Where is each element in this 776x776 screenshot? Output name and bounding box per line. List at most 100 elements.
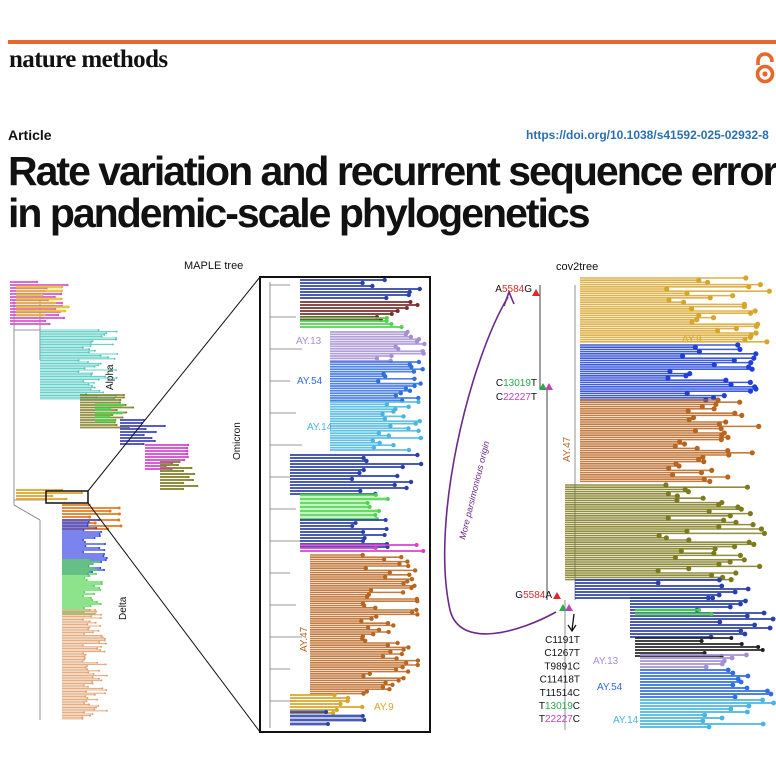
- overview-alpha-clade-tip: [77, 359, 80, 362]
- overview-alpha-clade-tip: [111, 343, 114, 346]
- zoom-ay14-tip: [370, 438, 376, 443]
- mutation-list-item-part: C: [544, 648, 551, 659]
- cov-olive-tip: [685, 489, 691, 495]
- overview-alpha-root-yellow-tip: [53, 301, 57, 305]
- cov-ay47-tip: [709, 467, 715, 473]
- cov-ay9-tip: [664, 286, 670, 292]
- zoom-ay13-tip: [421, 351, 426, 356]
- cov-blue-tip: [728, 382, 734, 388]
- overview-alpha-clade-tip: [115, 330, 118, 333]
- zoom-ay47-tip: [363, 566, 369, 571]
- overview-delta-top-tip: [117, 512, 121, 516]
- doi-link[interactable]: https://doi.org/10.1038/s41592-025-02932…: [526, 128, 769, 142]
- cov-olive-tip: [711, 550, 717, 556]
- overview-clade-e-tip: [196, 485, 199, 487]
- overview-alpha-clade-tip: [89, 345, 92, 347]
- zoom-ay54-tip: [409, 364, 414, 369]
- overview-alpha-clade-tip: [113, 357, 116, 360]
- zoom-ay47-tip: [393, 667, 399, 672]
- zoom-lower-navy-tip: [384, 527, 389, 531]
- overview-delta-orange-tip: [100, 679, 103, 682]
- zoom-ay47-tip: [388, 649, 393, 654]
- marker-5584-top: [532, 289, 540, 296]
- zoom-ay47-tip: [365, 625, 371, 630]
- overview-delta-green-tip: [92, 567, 95, 569]
- zoom-ay54-tip: [407, 388, 413, 393]
- origin-arrow-head: [503, 289, 515, 307]
- mutation-list-item: T22227C: [539, 714, 580, 725]
- overview-delta-green-tip: [86, 565, 89, 567]
- cov-ay47-tip: [666, 465, 672, 471]
- overview-clade-b-tip: [121, 404, 124, 406]
- cov-ay54-tip: [730, 682, 736, 688]
- mutation-list-item-part: T: [539, 714, 545, 725]
- zoom-ay47-tip: [406, 645, 411, 650]
- overview-delta-blue-tip: [87, 521, 90, 523]
- overview-delta-orange-tip: [86, 668, 89, 671]
- overview-delta-orange-tip: [99, 613, 102, 616]
- zoom-source-box: [45, 490, 89, 504]
- zoom-ay47-tip: [403, 660, 409, 665]
- overview-delta-blue-tip: [98, 535, 101, 537]
- cov-ay13-tip: [719, 661, 725, 667]
- zoom-ay47-tip: [409, 610, 415, 615]
- cov-black-tip: [760, 648, 765, 652]
- overview-alpha-clade-tip: [107, 356, 110, 359]
- overview-delta-orange-tip: [105, 709, 108, 712]
- zoom-ay14-tip: [391, 443, 396, 448]
- zoom-ay47-tip: [399, 651, 405, 657]
- mutation-list-item-part: C: [573, 661, 580, 672]
- cov-olive-tip: [700, 495, 706, 501]
- mutation-list-item-part: C: [540, 675, 547, 686]
- overview-alpha-root-yellow-tip: [60, 297, 63, 301]
- cov-olive-tip: [684, 528, 690, 534]
- zoom-ay47-tip: [371, 632, 376, 637]
- overview-delta-green-tip: [87, 559, 90, 561]
- cov-black-tip: [729, 636, 734, 640]
- mutation-list-item: C1191T: [545, 635, 580, 646]
- zoom-ay47-tip: [383, 574, 388, 580]
- overview-delta-blue-tip: [105, 557, 108, 559]
- zoom-mid-navy-tip: [404, 485, 409, 491]
- zoom-ay47-tip: [385, 621, 391, 626]
- overview-delta-orange-tip: [87, 628, 90, 631]
- zoom-connector-bottom: [87, 502, 261, 733]
- overview-delta-orange-tip: [96, 698, 99, 701]
- overview-clade-c-tip: [163, 425, 166, 427]
- cov-ay13: [640, 652, 749, 670]
- zoom-mid-green-tip: [367, 505, 372, 509]
- overview-alpha-clade-tip: [93, 365, 96, 368]
- overview-alpha-clade-tip: [87, 361, 90, 363]
- cov-olive-tip: [761, 530, 768, 537]
- cov-ay47-tip: [686, 417, 692, 423]
- overview-clade-e-tip: [182, 488, 185, 490]
- zoom-ay47-tip: [405, 563, 411, 569]
- overview-alpha-clade-tip: [99, 362, 102, 365]
- cov-ay14-tip: [700, 718, 706, 724]
- zoom-ay14-tip: [388, 423, 393, 429]
- cov-blue-tip: [692, 344, 698, 350]
- overview-delta-orange-tip: [97, 669, 100, 672]
- overview-delta-orange-tip: [89, 714, 92, 717]
- cov-ay47-tip: [681, 441, 688, 447]
- zoom-ay14-tip: [380, 411, 385, 417]
- cov-blue-tip: [683, 373, 689, 379]
- cov-olive-tip: [727, 559, 733, 565]
- cov-ay9-tip: [764, 339, 770, 345]
- zoom-ay54-tip: [416, 395, 421, 401]
- zoom-ay47-tip: [361, 603, 367, 608]
- overview-alpha-clade-tip: [105, 332, 108, 335]
- zoom-mid-navy-tip: [392, 482, 397, 488]
- cov-ay47-tip: [695, 456, 702, 462]
- overview-delta-blue-tip: [82, 539, 85, 541]
- open-access-icon[interactable]: [752, 52, 776, 84]
- zoom-bottom-navy: [290, 710, 367, 726]
- cov-ay9-tip: [688, 306, 695, 312]
- cov-ay47-tip: [707, 478, 713, 484]
- zoom-magenta-tip: [373, 546, 378, 550]
- overview-alpha-clade-tip: [102, 391, 105, 394]
- overview-delta-green-tip: [83, 577, 86, 579]
- overview-delta-orange-tip: [93, 612, 96, 615]
- overview-alpha-clade-tip: [87, 351, 90, 354]
- cov-ay9-tip: [743, 275, 749, 281]
